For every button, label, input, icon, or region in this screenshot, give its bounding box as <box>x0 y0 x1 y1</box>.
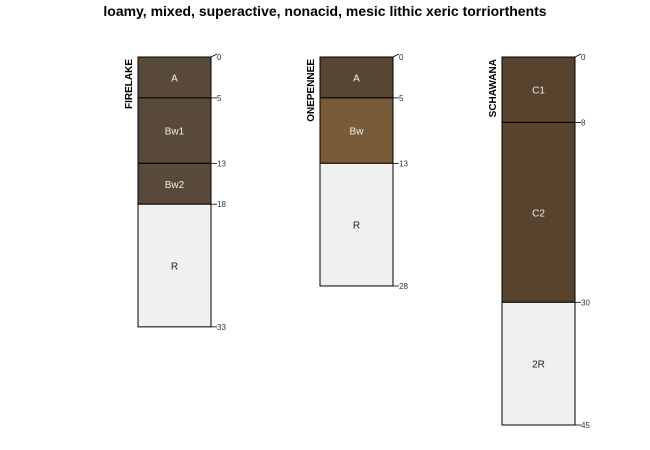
depth-label: 5 <box>217 94 222 103</box>
depth-label: 8 <box>581 118 586 127</box>
horizon-C2 <box>501 121 576 303</box>
horizon-label: C1 <box>532 86 545 97</box>
horizon-2R <box>501 301 576 426</box>
horizon-label: A <box>171 73 178 84</box>
horizon-A <box>137 56 212 99</box>
horizon-R <box>137 203 212 328</box>
depth-label: 0 <box>581 53 586 62</box>
horizon-Bw <box>319 97 394 164</box>
horizon-label: Bw1 <box>165 127 185 138</box>
depth-label: 0 <box>217 53 222 62</box>
depth-label: 0 <box>399 53 404 62</box>
depth-label: 5 <box>399 94 404 103</box>
depth-label: 18 <box>217 200 226 209</box>
profile-name: SCHAWANA <box>488 59 499 117</box>
horizon-label: 2R <box>532 360 545 371</box>
horizon-Bw2 <box>137 162 212 205</box>
depth-label: 45 <box>581 421 590 430</box>
chart-title: loamy, mixed, superactive, nonacid, mesi… <box>103 3 547 19</box>
horizon-A <box>319 56 394 99</box>
horizon-label: A <box>353 73 360 84</box>
horizon-label: C2 <box>532 208 545 219</box>
depth-label: 13 <box>217 159 226 168</box>
depth-label: 33 <box>217 323 226 332</box>
horizon-label: Bw <box>350 127 365 138</box>
horizon-R <box>319 162 394 287</box>
depth-tick <box>392 53 400 58</box>
depth-tick <box>210 53 218 58</box>
horizon-label: Bw2 <box>165 180 185 191</box>
horizon-C1 <box>501 56 576 123</box>
horizon-label: R <box>171 262 178 273</box>
depth-tick <box>574 53 582 58</box>
depth-label: 13 <box>399 159 408 168</box>
profile-name: FIRELAKE <box>124 59 135 109</box>
horizon-label: R <box>353 221 360 232</box>
depth-label: 30 <box>581 298 590 307</box>
profile-name: ONEPENNEE <box>306 59 317 122</box>
depth-label: 28 <box>399 282 408 291</box>
